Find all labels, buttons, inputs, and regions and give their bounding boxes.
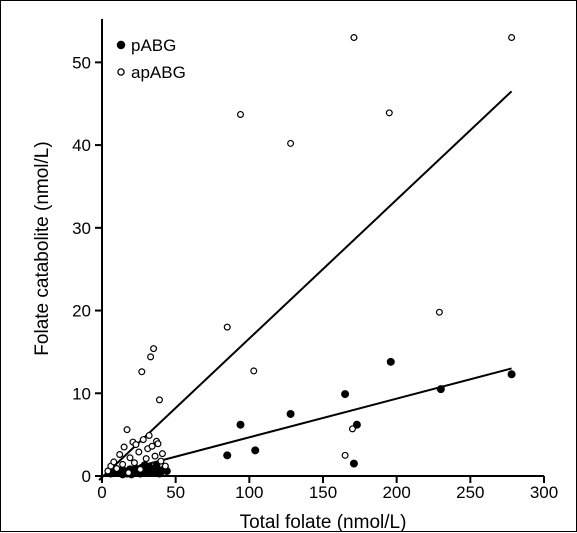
data-point-pABG xyxy=(352,420,361,429)
regression-line-apABG xyxy=(98,90,513,481)
x-tick-label: 300 xyxy=(530,483,558,502)
data-point-apABG xyxy=(116,450,124,458)
x-tick-label: 100 xyxy=(235,483,263,502)
data-point-apABG xyxy=(110,458,118,466)
data-point-apABG xyxy=(148,442,156,450)
y-tick-label: 0 xyxy=(82,467,91,486)
data-point-apABG xyxy=(119,460,127,468)
x-tick-label: 50 xyxy=(166,483,185,502)
data-point-apABG xyxy=(135,448,143,456)
data-point-apABG xyxy=(154,440,162,448)
data-point-apABG xyxy=(132,441,140,449)
data-point-pABG xyxy=(236,420,245,429)
data-point-apABG xyxy=(138,368,146,376)
data-point-apABG xyxy=(287,139,295,147)
data-point-apABG xyxy=(147,353,155,361)
data-point-pABG xyxy=(386,357,395,366)
data-point-apABG xyxy=(136,465,144,473)
data-point-pABG xyxy=(507,370,516,379)
data-point-apABG xyxy=(385,109,393,117)
data-point-apABG xyxy=(350,34,358,42)
data-point-pABG xyxy=(436,385,445,394)
data-point-apABG xyxy=(145,431,153,439)
data-point-pABG xyxy=(223,451,232,460)
plot-marks xyxy=(98,34,516,481)
series-apABG xyxy=(98,34,516,481)
data-point-apABG xyxy=(125,469,133,477)
y-tick-label: 50 xyxy=(72,53,91,72)
data-point-apABG xyxy=(139,436,147,444)
data-point-apABG xyxy=(155,396,163,404)
data-point-pABG xyxy=(251,446,260,455)
legend-marker-pABG xyxy=(116,40,126,50)
data-point-apABG xyxy=(161,462,169,470)
data-point-apABG xyxy=(158,450,166,458)
y-tick-label: 40 xyxy=(72,136,91,155)
data-point-pABG xyxy=(286,409,295,418)
data-point-apABG xyxy=(120,443,128,451)
data-point-apABG xyxy=(157,457,165,465)
data-point-apABG xyxy=(151,452,159,460)
data-point-apABG xyxy=(104,467,112,475)
data-point-apABG xyxy=(123,426,131,434)
legend: pABG apABG xyxy=(116,36,186,82)
data-point-apABG xyxy=(113,465,121,473)
data-point-apABG xyxy=(126,454,134,462)
data-point-pABG xyxy=(349,459,358,468)
data-point-apABG xyxy=(223,323,231,331)
data-point-pABG xyxy=(341,390,350,399)
data-point-apABG xyxy=(348,425,356,433)
y-axis-title: Folate catabolite (nmol/L) xyxy=(32,141,53,355)
data-point-apABG xyxy=(236,110,244,118)
legend-marker-apABG xyxy=(117,68,125,76)
y-tick-label: 10 xyxy=(72,384,91,403)
x-tick-label: 200 xyxy=(382,483,410,502)
x-axis-title: Total folate (nmol/L) xyxy=(240,512,407,533)
data-point-apABG xyxy=(435,308,443,316)
legend-label-apABG: apABG xyxy=(131,63,186,82)
y-tick-label: 20 xyxy=(72,302,91,321)
data-point-apABG xyxy=(150,345,158,353)
data-point-apABG xyxy=(508,34,516,42)
x-tick-label: 150 xyxy=(309,483,337,502)
axes: 0 50 100 150 200 250 300 0 10 20 30 40 50 xyxy=(72,19,558,502)
legend-label-pABG: pABG xyxy=(131,36,176,55)
data-point-apABG xyxy=(250,367,258,375)
data-point-apABG xyxy=(341,451,349,459)
x-tick-label: 250 xyxy=(456,483,484,502)
data-point-apABG xyxy=(142,455,150,463)
x-tick-label: 0 xyxy=(97,483,106,502)
data-point-apABG xyxy=(130,459,138,467)
y-tick-label: 30 xyxy=(72,219,91,238)
